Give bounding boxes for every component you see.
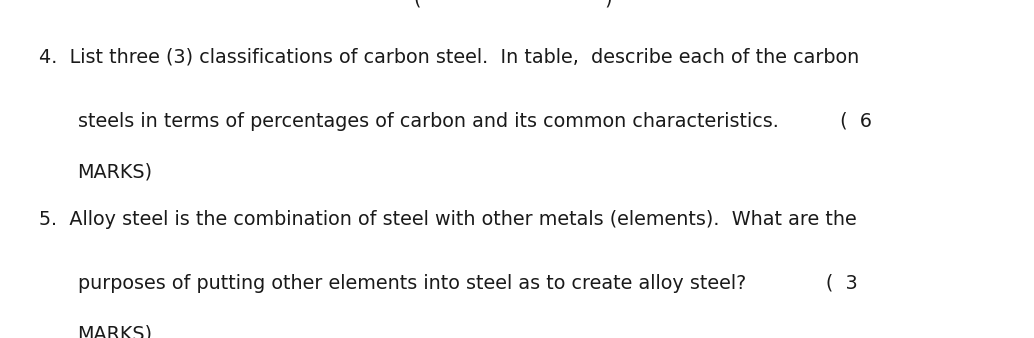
Text: steels in terms of percentages of carbon and its common characteristics.        : steels in terms of percentages of carbon… [78,112,872,130]
Text: 4.  List three (3) classifications of carbon steel.  In table,  describe each of: 4. List three (3) classifications of car… [39,47,859,66]
Text: 5.  Alloy steel is the combination of steel with other metals (elements).  What : 5. Alloy steel is the combination of ste… [39,210,857,228]
Text: MARKS): MARKS) [78,324,153,338]
Text: purposes of putting other elements into steel as to create alloy steel?         : purposes of putting other elements into … [78,274,857,293]
Text: (                              ): ( ) [414,0,612,9]
Text: MARKS): MARKS) [78,162,153,181]
